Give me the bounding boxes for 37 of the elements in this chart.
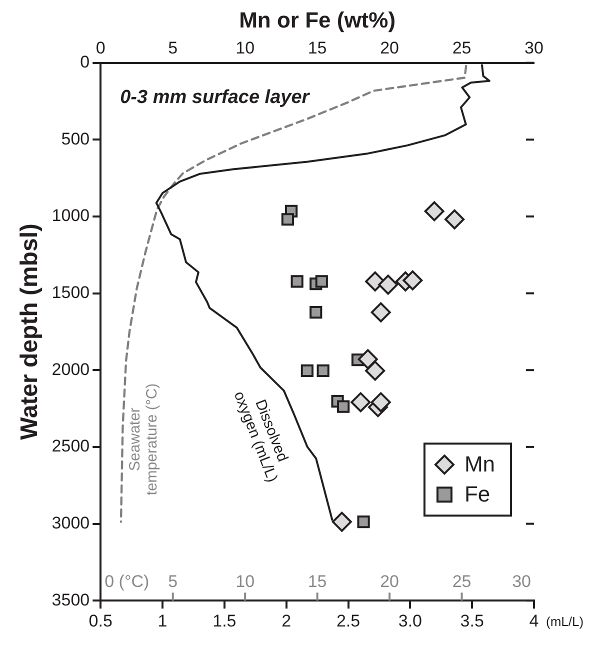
x2-tick-label: 20 bbox=[380, 38, 399, 58]
x2-tick-label: 5 bbox=[168, 38, 178, 58]
x-tick-label: 1.5 bbox=[212, 611, 236, 630]
annotation: 25 bbox=[452, 572, 472, 591]
x-tick-label: 2 bbox=[282, 611, 292, 630]
x-tick-label: 4 bbox=[529, 611, 539, 630]
x-tick-label: 2.5 bbox=[336, 611, 360, 630]
legend-label: Mn bbox=[464, 452, 496, 477]
annotation: Seawater temperature (°C) bbox=[126, 383, 161, 496]
x-tick-label: 3.5 bbox=[460, 611, 484, 630]
annotation: 5 bbox=[168, 572, 178, 591]
x2-tick-label: 0 bbox=[96, 38, 106, 58]
y-tick-label: 2000 bbox=[52, 360, 90, 379]
annotation: 0-3 mm surface layer bbox=[120, 86, 311, 108]
legend-label: Fe bbox=[464, 482, 490, 507]
y-tick-label: 0 bbox=[80, 52, 90, 72]
x2-tick-label: 10 bbox=[236, 38, 255, 58]
y-axis-title: Water depth (mbsl) bbox=[16, 223, 44, 440]
x-tick-label: 1 bbox=[158, 611, 168, 630]
y-tick-label: 2500 bbox=[52, 436, 90, 456]
x2-tick-label: 15 bbox=[308, 38, 327, 58]
x-axis-title: (mL/L) bbox=[546, 614, 584, 630]
annotation: 30 bbox=[512, 572, 531, 591]
annotation: 20 bbox=[380, 572, 399, 591]
x2-axis-title: Mn or Fe (wt%) bbox=[239, 7, 396, 32]
x2-tick-label: 25 bbox=[452, 38, 472, 58]
annotation: 15 bbox=[308, 572, 327, 591]
y-tick-label: 1000 bbox=[52, 206, 90, 226]
x2-tick-label: 30 bbox=[524, 38, 544, 58]
y-tick-label: 3500 bbox=[52, 590, 90, 610]
x-tick-label: 3.0 bbox=[398, 611, 422, 630]
y-tick-label: 3000 bbox=[52, 513, 90, 532]
y-tick-label: 500 bbox=[61, 129, 90, 148]
annotation: 10 bbox=[236, 572, 255, 591]
y-tick-label: 1500 bbox=[52, 282, 90, 302]
annotation: 0 (°C) bbox=[104, 572, 150, 591]
x-tick-label: 0.5 bbox=[88, 611, 112, 630]
